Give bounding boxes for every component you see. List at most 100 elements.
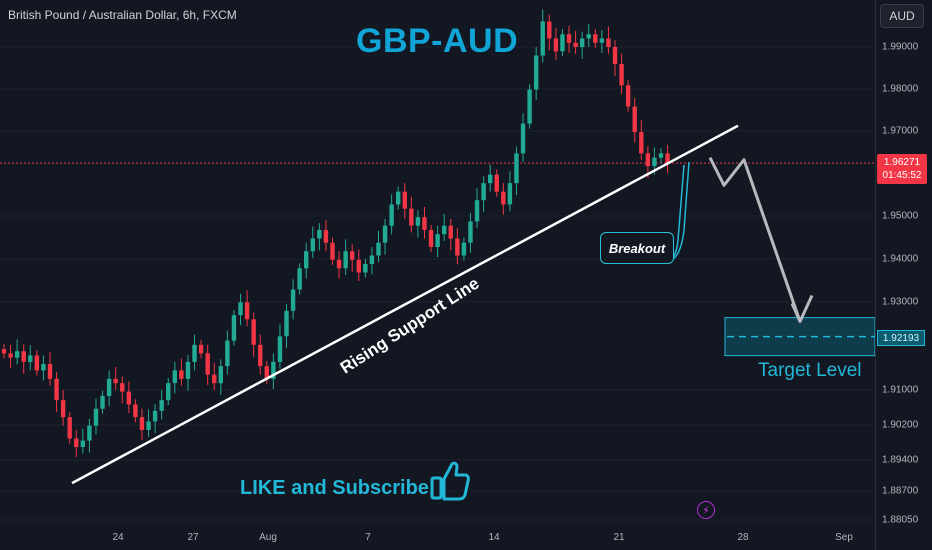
candle-body	[402, 191, 407, 209]
candle-body	[34, 355, 40, 371]
price-axis[interactable]	[875, 0, 932, 550]
candle-body	[80, 440, 86, 447]
candle-body	[520, 123, 526, 154]
projection-arrowhead	[790, 294, 814, 323]
candle-body	[376, 242, 381, 256]
candle-body	[625, 85, 631, 107]
price-tick: 1.97000	[882, 125, 919, 137]
price-tick: 1.99000	[882, 41, 919, 53]
candle-body	[409, 208, 414, 226]
candle-body	[87, 425, 92, 441]
candle-body	[113, 378, 118, 384]
candle-body	[166, 383, 171, 401]
candle-body	[468, 221, 473, 243]
candle-body	[382, 225, 388, 243]
time-tick: 24	[112, 532, 124, 543]
time-tick: 28	[737, 532, 749, 543]
candle-body	[540, 21, 545, 56]
candle-body	[396, 191, 401, 205]
lightning-icon[interactable]: ⚡	[697, 501, 715, 519]
candle-body	[350, 251, 355, 260]
time-tick: Aug	[259, 532, 277, 543]
candle-body	[619, 64, 624, 86]
like-subscribe-text: LIKE and Subscribe	[240, 477, 429, 499]
time-tick: 27	[187, 532, 199, 543]
price-tick: 1.95000	[882, 210, 919, 222]
price-tick: 1.88050	[882, 514, 919, 526]
candle-body	[54, 378, 59, 401]
candle-body	[586, 34, 591, 39]
current-price-tag: 1.96271 01:45:52	[877, 154, 927, 184]
candle-body	[494, 174, 499, 192]
candle-body	[41, 363, 46, 371]
price-tick: 1.94000	[882, 253, 919, 265]
candle-body	[481, 183, 486, 201]
candle-body	[251, 319, 256, 345]
candle-body	[28, 355, 33, 362]
price-tick: 1.88700	[882, 485, 919, 497]
candle-body	[172, 370, 178, 384]
candle-body	[474, 200, 480, 222]
price-tick: 1.90200	[882, 419, 919, 431]
candle-body	[8, 353, 13, 358]
candle-body	[369, 255, 375, 265]
currency-button[interactable]: AUD	[880, 4, 924, 28]
candle-body	[435, 234, 440, 247]
candle-body	[317, 229, 322, 239]
rising-support-line[interactable]	[71, 124, 739, 485]
candle-body	[487, 174, 493, 184]
candle-body	[93, 408, 99, 426]
candle-body	[264, 366, 269, 379]
candle-body	[133, 404, 138, 418]
candle-body	[606, 38, 611, 47]
candle-body	[323, 229, 329, 243]
candle-body	[507, 183, 513, 205]
time-tick: 7	[365, 532, 371, 543]
symbol-title[interactable]: British Pound / Australian Dollar, 6h, F…	[8, 8, 237, 22]
candles	[1, 9, 670, 458]
candle-body	[218, 366, 224, 384]
candle-body	[304, 251, 309, 269]
candle-body	[455, 238, 460, 256]
candle-body	[560, 34, 565, 52]
price-tick: 1.93000	[882, 296, 919, 308]
candle-body	[514, 153, 519, 184]
candle-body	[566, 34, 572, 43]
candle-body	[238, 302, 243, 316]
candle-body	[47, 363, 53, 379]
candle-body	[21, 351, 26, 362]
candle-body	[553, 38, 559, 52]
candle-body	[290, 289, 296, 311]
candle-body	[297, 268, 302, 290]
candle-body	[310, 238, 315, 252]
candle-body	[336, 259, 342, 269]
candle-body	[284, 310, 289, 337]
candle-body	[356, 259, 361, 273]
candle-body	[415, 217, 421, 226]
candle-body	[258, 344, 263, 367]
candle-body	[120, 383, 125, 392]
candle-body	[593, 34, 598, 43]
candle-body	[389, 204, 394, 226]
candle-body	[126, 391, 132, 405]
candle-body	[599, 38, 605, 43]
candle-body	[343, 251, 348, 269]
candle-countdown: 01:45:52	[882, 170, 922, 181]
candle-body	[639, 132, 644, 154]
candle-body	[231, 315, 237, 341]
candle-body	[212, 374, 217, 384]
candle-body	[192, 344, 197, 362]
price-chart[interactable]	[0, 0, 875, 550]
projection-path[interactable]	[708, 156, 802, 322]
candle-body	[244, 302, 250, 320]
candle-body	[527, 89, 532, 124]
candle-body	[1, 349, 7, 354]
target-level-label: Target Level	[758, 360, 862, 381]
candle-body	[658, 153, 664, 158]
candle-body	[501, 191, 506, 205]
candle-body	[448, 225, 453, 239]
candle-body	[547, 21, 552, 39]
price-tick: 1.98000	[882, 83, 919, 95]
candle-body	[665, 153, 670, 164]
breakout-callout[interactable]: Breakout	[600, 232, 674, 264]
